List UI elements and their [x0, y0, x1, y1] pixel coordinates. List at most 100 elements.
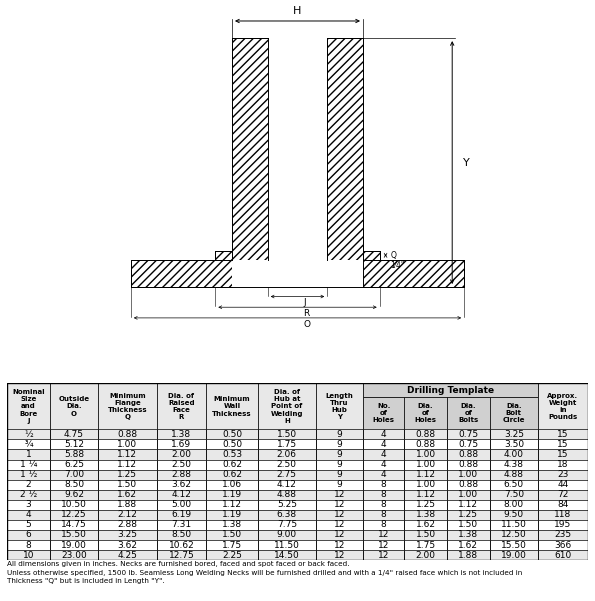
Text: 12: 12	[378, 531, 389, 540]
Bar	[538, 490, 588, 500]
Bar	[50, 540, 98, 550]
Bar	[156, 460, 206, 469]
Text: 8.00: 8.00	[504, 500, 524, 509]
Bar	[316, 500, 363, 510]
Text: 1.00: 1.00	[458, 490, 478, 499]
Bar	[404, 520, 447, 530]
Bar	[50, 429, 98, 439]
Bar	[7, 460, 588, 469]
Bar	[7, 450, 50, 460]
Text: 1.50: 1.50	[277, 430, 297, 439]
Text: 0.62: 0.62	[222, 470, 242, 479]
Text: 0.75: 0.75	[458, 430, 478, 439]
Bar	[156, 383, 206, 429]
Text: 0.50: 0.50	[222, 440, 242, 449]
Text: 1.00: 1.00	[117, 440, 137, 449]
Text: 235: 235	[555, 531, 572, 540]
Bar	[258, 530, 316, 540]
Bar	[490, 520, 538, 530]
Text: Outside
Dia.
O: Outside Dia. O	[58, 396, 90, 416]
Bar	[98, 480, 156, 490]
Bar	[447, 450, 490, 460]
Text: 7.00: 7.00	[64, 470, 84, 479]
Text: 4: 4	[381, 440, 386, 449]
Bar	[363, 530, 404, 540]
Bar	[316, 490, 363, 500]
Bar	[316, 520, 363, 530]
Bar	[7, 460, 50, 469]
Text: 1.12: 1.12	[458, 500, 478, 509]
Bar	[131, 260, 232, 287]
Bar	[206, 530, 258, 540]
Bar	[316, 510, 363, 520]
Text: 1.00: 1.00	[415, 480, 436, 489]
Bar	[206, 469, 258, 480]
Bar	[404, 429, 447, 439]
Text: 6.50: 6.50	[504, 480, 524, 489]
Text: 1.62: 1.62	[458, 540, 478, 549]
Bar	[232, 260, 363, 287]
Bar	[206, 550, 258, 560]
Bar	[363, 439, 404, 450]
Text: 23.00: 23.00	[61, 551, 87, 560]
Bar	[447, 510, 490, 520]
Text: 9: 9	[337, 480, 342, 489]
Text: 9: 9	[337, 440, 342, 449]
Text: 1.25: 1.25	[458, 510, 478, 519]
Text: 11.50: 11.50	[501, 520, 527, 529]
Text: 1⁄4": 1⁄4"	[390, 261, 405, 270]
Bar	[447, 397, 490, 429]
Bar	[7, 510, 50, 520]
Text: 2.00: 2.00	[415, 551, 436, 560]
Text: J: J	[303, 299, 306, 308]
Text: 4: 4	[26, 510, 32, 519]
Bar	[50, 460, 98, 469]
Bar	[490, 460, 538, 469]
Text: 0.88: 0.88	[415, 430, 436, 439]
Text: 2.06: 2.06	[277, 450, 297, 459]
Bar	[363, 520, 404, 530]
Text: 12: 12	[334, 531, 345, 540]
Bar	[7, 469, 588, 480]
Text: Dia.
of
Bolts: Dia. of Bolts	[458, 403, 478, 423]
Bar	[206, 383, 258, 429]
Bar	[363, 429, 404, 439]
Bar	[156, 550, 206, 560]
Bar	[490, 490, 538, 500]
Bar	[7, 469, 50, 480]
Bar	[258, 460, 316, 469]
Bar	[156, 540, 206, 550]
Bar	[7, 500, 588, 510]
Text: 10: 10	[23, 551, 35, 560]
Bar	[447, 500, 490, 510]
Text: ½: ½	[24, 430, 33, 439]
Bar	[490, 480, 538, 490]
Bar	[363, 500, 404, 510]
Text: 1.12: 1.12	[415, 490, 436, 499]
Bar	[98, 500, 156, 510]
Text: 0.50: 0.50	[222, 430, 242, 439]
Text: 2 ½: 2 ½	[20, 490, 37, 499]
Text: 2.50: 2.50	[171, 460, 192, 469]
Bar	[258, 439, 316, 450]
Bar	[447, 460, 490, 469]
Text: 1.38: 1.38	[171, 430, 192, 439]
Text: 1.12: 1.12	[222, 500, 242, 509]
Text: 1.62: 1.62	[415, 520, 436, 529]
Bar	[490, 439, 538, 450]
Bar	[447, 550, 490, 560]
Bar	[258, 520, 316, 530]
Bar	[404, 490, 447, 500]
Text: 4.75: 4.75	[64, 430, 84, 439]
Text: 15.50: 15.50	[61, 531, 87, 540]
Text: 1.25: 1.25	[415, 500, 436, 509]
Bar	[538, 460, 588, 469]
Bar	[404, 469, 447, 480]
Bar	[7, 429, 50, 439]
Text: 0.88: 0.88	[117, 430, 137, 439]
Text: 4.88: 4.88	[504, 470, 524, 479]
Text: 4: 4	[381, 460, 386, 469]
Bar	[316, 450, 363, 460]
Text: Approx.
Weight
in
Pounds: Approx. Weight in Pounds	[547, 392, 578, 420]
Text: 3.25: 3.25	[117, 531, 137, 540]
